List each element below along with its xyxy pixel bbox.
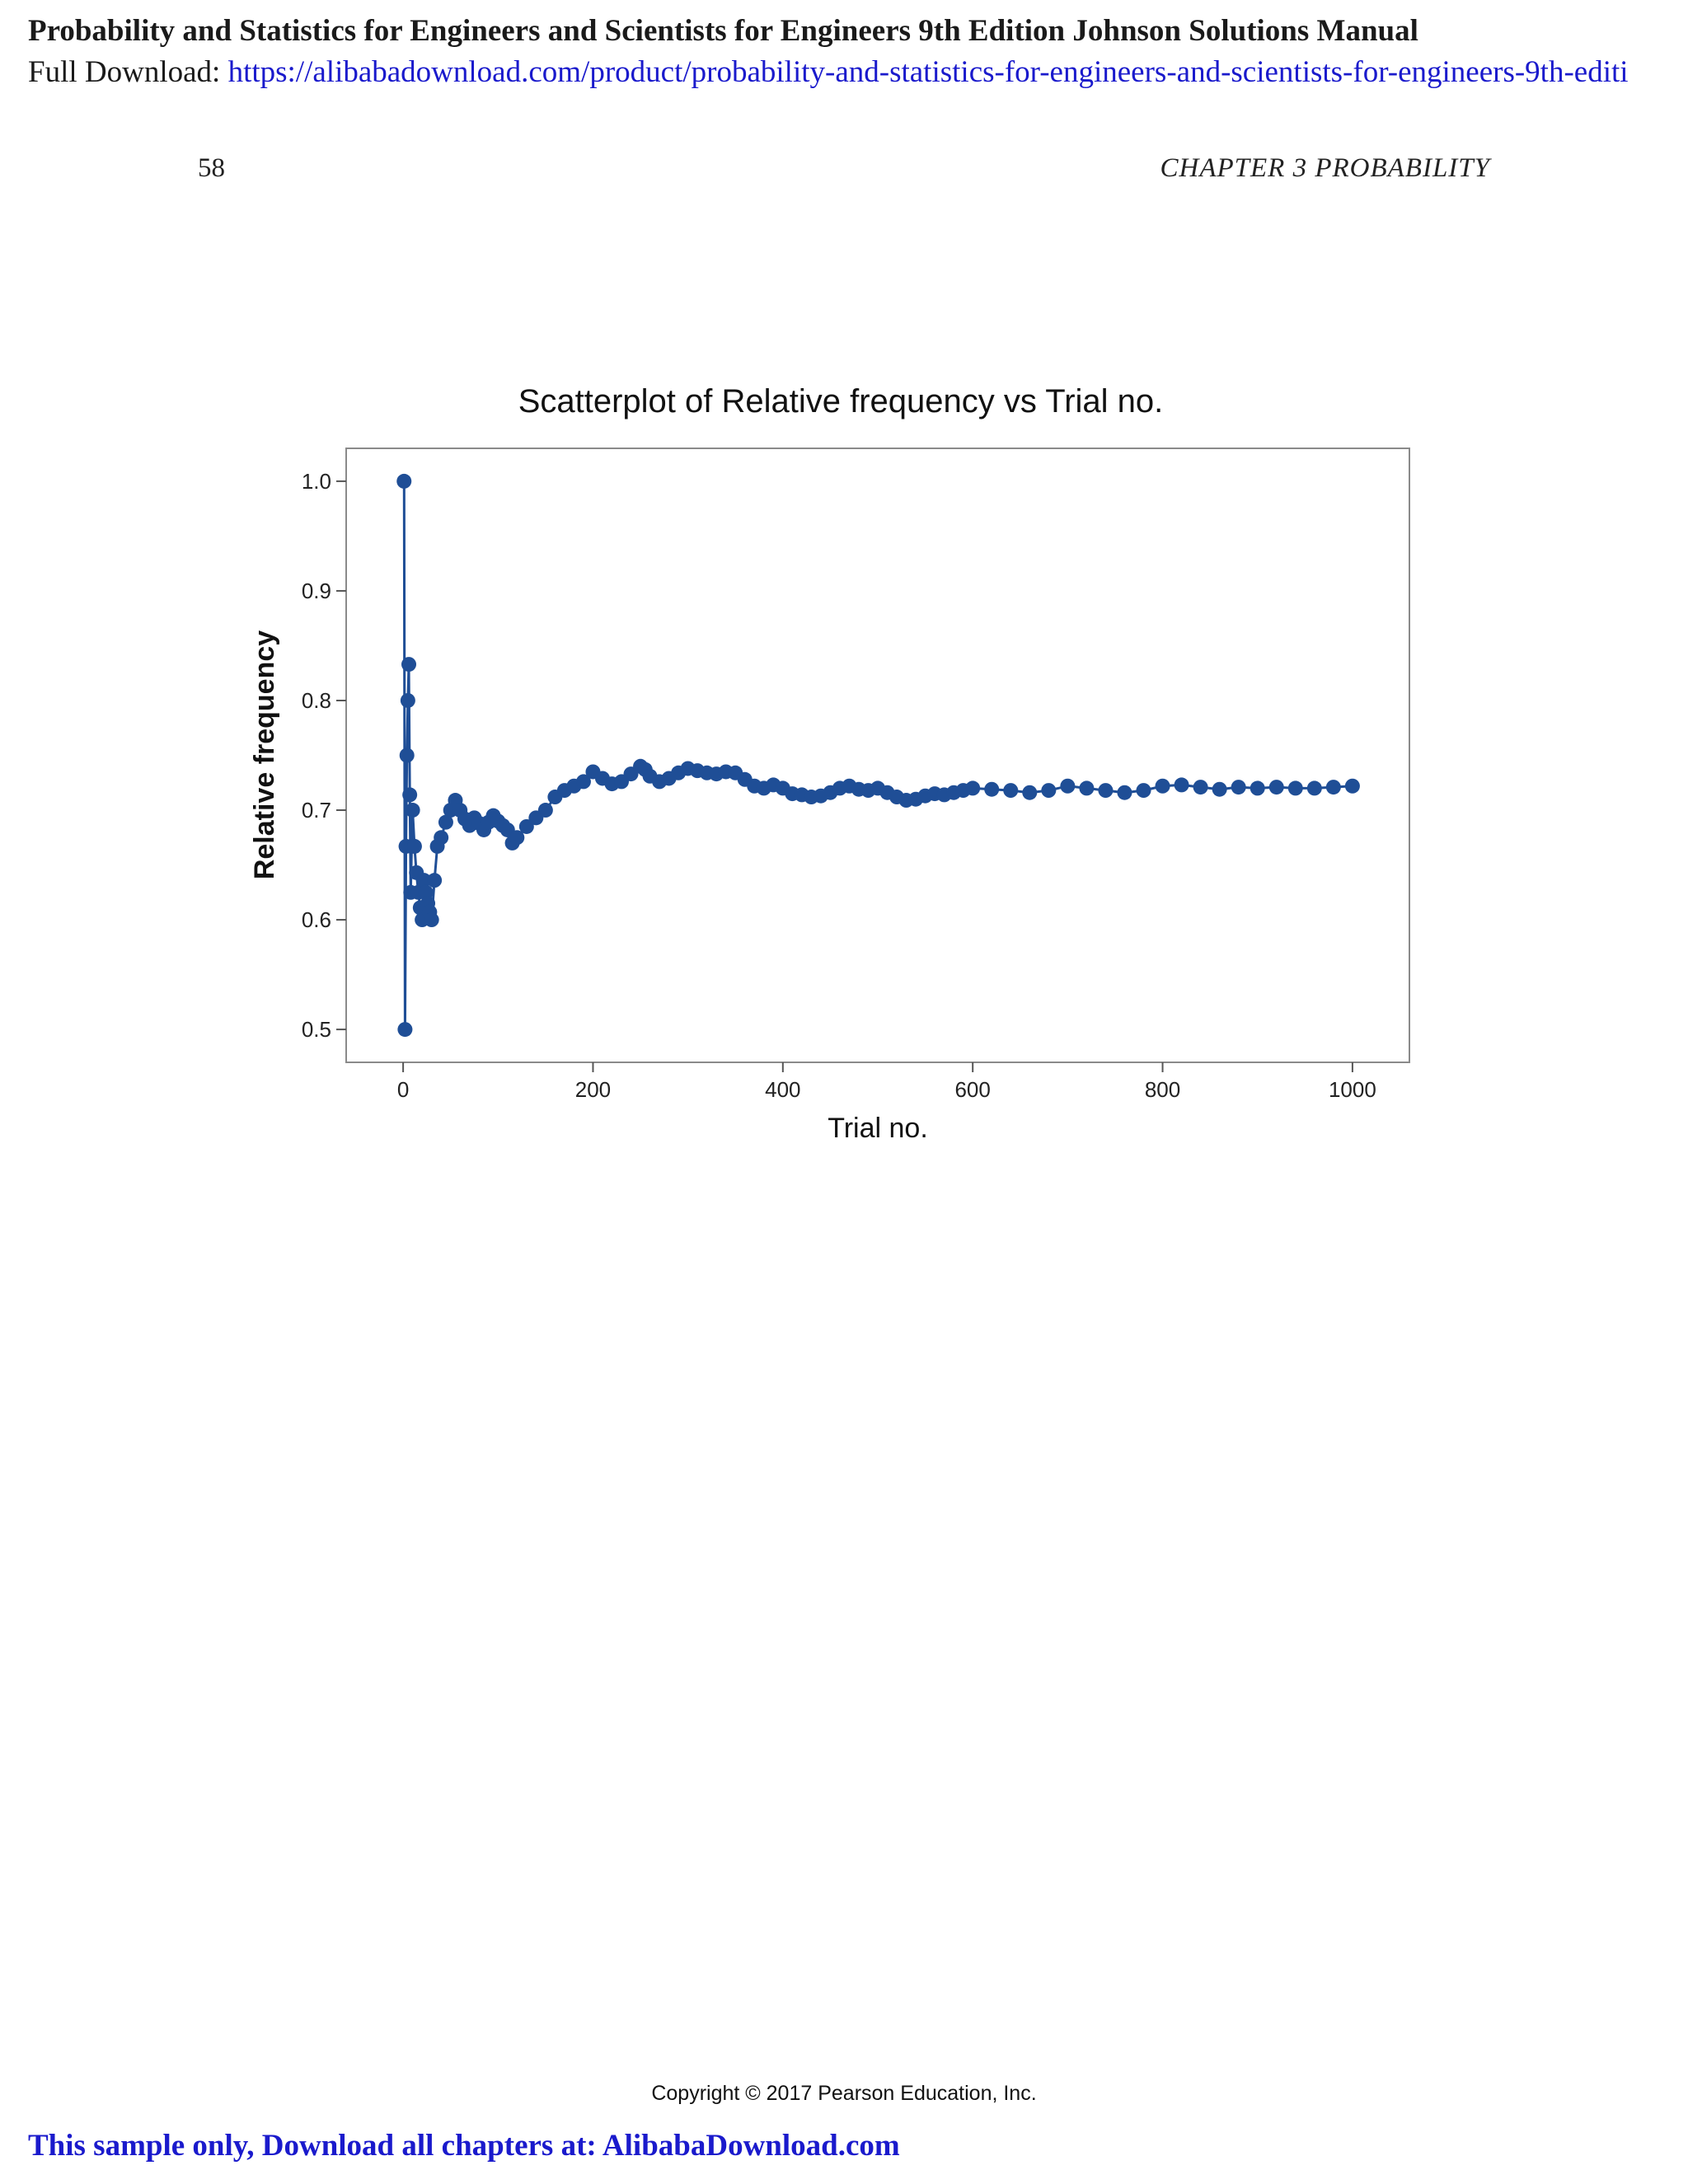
data-point bbox=[400, 692, 415, 708]
y-axis-label: Relative frequency bbox=[249, 630, 280, 879]
download-link[interactable]: https://alibabadownload.com/product/prob… bbox=[227, 55, 1629, 89]
data-point bbox=[418, 884, 434, 900]
banner-title: Probability and Statistics for Engineers… bbox=[28, 14, 1418, 48]
data-point bbox=[397, 1022, 413, 1038]
data-point bbox=[984, 781, 1000, 797]
data-point bbox=[427, 873, 443, 888]
data-point bbox=[1231, 780, 1246, 795]
data-point bbox=[1060, 778, 1076, 794]
y-tick-label: 0.5 bbox=[302, 1017, 331, 1042]
x-tick-label: 200 bbox=[575, 1077, 611, 1102]
data-point bbox=[1306, 780, 1322, 796]
data-point bbox=[1325, 780, 1341, 795]
running-head: CHAPTER 3 PROBABILITY bbox=[1160, 153, 1490, 183]
data-point bbox=[434, 830, 449, 846]
data-point bbox=[1268, 780, 1284, 795]
data-point bbox=[1193, 780, 1208, 795]
banner-download-line: Full Download: https://alibabadownload.c… bbox=[28, 54, 1688, 90]
x-tick-label: 0 bbox=[397, 1077, 409, 1102]
data-point bbox=[965, 780, 981, 796]
data-point bbox=[1022, 785, 1038, 800]
data-point bbox=[509, 830, 525, 846]
x-tick-label: 600 bbox=[954, 1077, 990, 1102]
data-point bbox=[518, 818, 534, 834]
y-axis: 0.5 0.6 0.7 0.8 0.9 1.0 bbox=[302, 469, 346, 1042]
data-point bbox=[1041, 783, 1057, 799]
data-point bbox=[1174, 777, 1189, 793]
page-number: 58 bbox=[198, 153, 225, 183]
data-point bbox=[438, 814, 453, 830]
data-point bbox=[405, 803, 420, 818]
data-point bbox=[402, 787, 418, 803]
x-axis: 0 200 400 600 800 1000 bbox=[397, 1062, 1376, 1102]
data-series bbox=[396, 473, 1360, 1038]
data-point bbox=[1250, 780, 1265, 796]
data-point bbox=[537, 803, 553, 818]
sample-download-note: This sample only, Download all chapters … bbox=[28, 2129, 900, 2163]
data-point bbox=[1003, 783, 1019, 799]
x-tick-label: 800 bbox=[1145, 1077, 1180, 1102]
data-point bbox=[1079, 780, 1095, 796]
y-tick-label: 0.9 bbox=[302, 579, 331, 603]
scatterplot-figure: Scatterplot of Relative frequency vs Tri… bbox=[231, 363, 1451, 1170]
data-point bbox=[1287, 780, 1303, 796]
download-label: Full Download: bbox=[28, 55, 228, 89]
x-axis-label: Trial no. bbox=[828, 1113, 928, 1144]
data-point bbox=[416, 873, 432, 888]
data-point bbox=[1344, 778, 1360, 794]
data-point bbox=[1098, 783, 1114, 799]
data-point bbox=[1155, 778, 1170, 794]
data-point bbox=[1212, 781, 1227, 797]
y-tick-label: 1.0 bbox=[302, 469, 331, 494]
plot-frame bbox=[345, 448, 1410, 1063]
data-point bbox=[406, 838, 422, 854]
x-tick-label: 1000 bbox=[1329, 1077, 1376, 1102]
y-tick-label: 0.7 bbox=[302, 798, 331, 823]
data-point bbox=[401, 657, 417, 673]
data-point bbox=[1117, 785, 1132, 800]
data-point bbox=[399, 748, 415, 763]
copyright-notice: Copyright © 2017 Pearson Education, Inc. bbox=[651, 2082, 1037, 2105]
y-tick-label: 0.8 bbox=[302, 688, 331, 713]
data-point bbox=[575, 774, 591, 790]
y-tick-label: 0.6 bbox=[302, 907, 331, 932]
data-point bbox=[396, 473, 412, 489]
data-point bbox=[1136, 783, 1151, 799]
x-tick-label: 400 bbox=[765, 1077, 800, 1102]
scatterplot-chart: Scatterplot of Relative frequency vs Tri… bbox=[249, 383, 1410, 1144]
chart-title: Scatterplot of Relative frequency vs Tri… bbox=[518, 383, 1164, 419]
data-point bbox=[424, 912, 439, 928]
